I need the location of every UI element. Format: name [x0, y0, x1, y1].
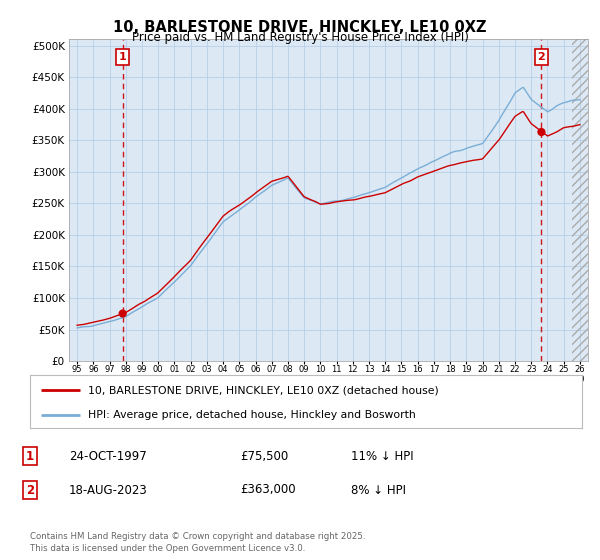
Text: 1: 1: [26, 450, 34, 463]
Text: 8% ↓ HPI: 8% ↓ HPI: [351, 483, 406, 497]
Text: HPI: Average price, detached house, Hinckley and Bosworth: HPI: Average price, detached house, Hinc…: [88, 410, 416, 420]
Text: 10, BARLESTONE DRIVE, HINCKLEY, LE10 0XZ (detached house): 10, BARLESTONE DRIVE, HINCKLEY, LE10 0XZ…: [88, 385, 439, 395]
Text: 11% ↓ HPI: 11% ↓ HPI: [351, 450, 413, 463]
Text: 18-AUG-2023: 18-AUG-2023: [69, 483, 148, 497]
Text: Price paid vs. HM Land Registry's House Price Index (HPI): Price paid vs. HM Land Registry's House …: [131, 31, 469, 44]
Text: 2: 2: [26, 483, 34, 497]
Text: £75,500: £75,500: [240, 450, 288, 463]
Text: 24-OCT-1997: 24-OCT-1997: [69, 450, 147, 463]
Text: 10, BARLESTONE DRIVE, HINCKLEY, LE10 0XZ: 10, BARLESTONE DRIVE, HINCKLEY, LE10 0XZ: [113, 20, 487, 35]
Text: 2: 2: [538, 52, 545, 62]
Point: [118, 309, 127, 318]
Text: 1: 1: [119, 52, 127, 62]
Text: Contains HM Land Registry data © Crown copyright and database right 2025.
This d: Contains HM Land Registry data © Crown c…: [30, 533, 365, 553]
Text: £363,000: £363,000: [240, 483, 296, 497]
Point: [536, 128, 546, 137]
